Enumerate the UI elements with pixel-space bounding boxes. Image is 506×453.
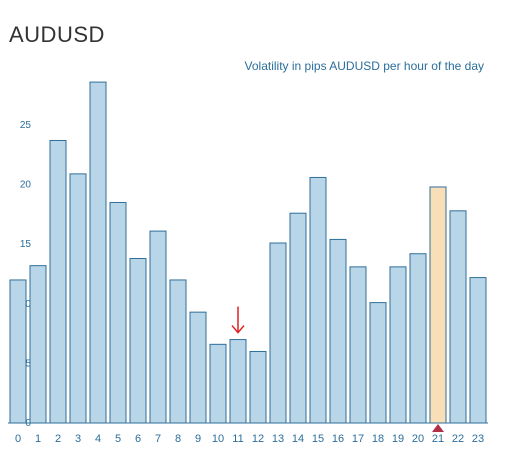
x-tick-label: 22: [452, 433, 464, 445]
x-tick-label: 16: [332, 433, 344, 445]
x-tick-label: 2: [55, 433, 61, 445]
bar: [49, 139, 67, 424]
bar: [249, 350, 267, 424]
y-tick-label: 20: [20, 180, 32, 191]
x-tick-label: 12: [252, 433, 264, 445]
x-tick-label: 15: [312, 433, 324, 445]
x-tick-label: 20: [412, 433, 424, 445]
bar: [209, 343, 227, 424]
chart-subtitle: Volatility in pips AUDUSD per hour of th…: [244, 59, 484, 73]
x-tick-label: 9: [195, 433, 201, 445]
x-tick-label: 11: [232, 433, 243, 445]
bar: [149, 230, 167, 424]
bar: [109, 201, 127, 424]
bar: [29, 265, 47, 424]
x-tick-label: 17: [352, 433, 364, 445]
annotations-group: [231, 306, 444, 432]
x-tick-label: 19: [392, 433, 404, 445]
x-axis: 0 1 2 3 4 5 6 7 8 9 10 11 12 13 14 15 16 17 18 19 20 21 22 23: [8, 422, 488, 445]
bar: [469, 277, 487, 424]
x-tick-label: 7: [155, 433, 161, 445]
annotation-arrow: [231, 306, 245, 334]
y-tick-label: 5: [25, 358, 31, 369]
bar: [9, 279, 27, 424]
bar: [389, 266, 407, 424]
x-tick-label: 3: [75, 433, 81, 445]
x-tick-label: 18: [372, 433, 384, 445]
bar: [289, 212, 307, 424]
x-tick-label: 21: [432, 433, 444, 445]
bar: [129, 258, 147, 424]
bar: [349, 266, 367, 424]
bars-group: [9, 81, 487, 424]
y-tick-label: 25: [20, 120, 32, 131]
x-tick-label: 0: [15, 433, 21, 445]
x-tick-label: 13: [272, 433, 284, 445]
bar: [69, 173, 87, 424]
x-tick-label: 14: [292, 433, 304, 445]
bar: [269, 242, 287, 424]
y-tick-label: 15: [20, 239, 32, 250]
x-tick-label: 5: [115, 433, 121, 445]
x-tick-label: 8: [175, 433, 181, 445]
annotation-arrow-head: [231, 325, 245, 334]
x-tick-label: 4: [95, 433, 101, 445]
current-hour-marker: [432, 424, 444, 432]
bar: [309, 176, 327, 424]
x-tick-label: 23: [472, 433, 484, 445]
page-title: AUDUSD: [9, 22, 105, 47]
bar-highlighted: [429, 186, 447, 424]
bar: [329, 238, 347, 424]
bar: [189, 311, 207, 424]
bar: [449, 210, 467, 424]
x-tick-label: 10: [212, 433, 224, 445]
x-tick-label: 1: [35, 433, 41, 445]
bar: [409, 253, 427, 424]
bar: [169, 279, 187, 424]
x-tick-label: 6: [135, 433, 141, 445]
bar: [89, 81, 107, 424]
bar: [369, 302, 387, 424]
bar: [229, 339, 247, 424]
